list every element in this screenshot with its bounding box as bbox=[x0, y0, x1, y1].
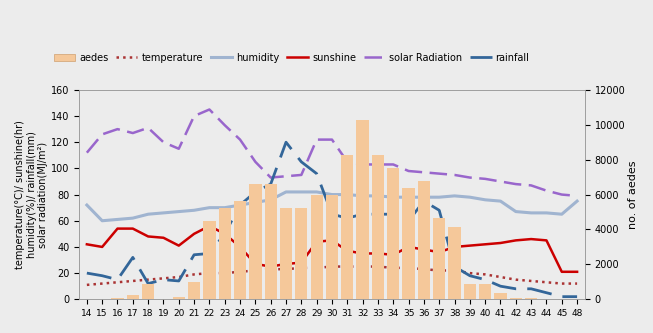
Bar bbox=[311, 194, 323, 299]
Bar bbox=[234, 201, 246, 299]
Bar bbox=[510, 298, 522, 299]
Bar bbox=[387, 168, 400, 299]
Bar bbox=[188, 282, 200, 299]
Bar bbox=[464, 284, 476, 299]
Bar bbox=[418, 181, 430, 299]
Bar bbox=[249, 184, 261, 299]
Bar bbox=[479, 284, 491, 299]
Bar bbox=[433, 218, 445, 299]
Y-axis label: no. of aedes: no. of aedes bbox=[628, 160, 638, 229]
Bar bbox=[357, 120, 369, 299]
Bar bbox=[295, 208, 308, 299]
Bar bbox=[142, 284, 154, 299]
Bar bbox=[127, 295, 139, 299]
Legend: aedes, temperature, humidity, sunshine, solar Radiation, rainfall: aedes, temperature, humidity, sunshine, … bbox=[50, 49, 534, 66]
Bar bbox=[203, 221, 215, 299]
Bar bbox=[449, 227, 460, 299]
Bar bbox=[112, 298, 123, 299]
Bar bbox=[264, 184, 277, 299]
Bar bbox=[280, 208, 292, 299]
Bar bbox=[525, 298, 537, 299]
Y-axis label: temperature(°C)/ sunshine(hr)
humidity(%)/ rainfall(mm)
solar radiation(MJ/m²): temperature(°C)/ sunshine(hr) humidity(%… bbox=[15, 120, 48, 269]
Bar bbox=[341, 155, 353, 299]
Bar bbox=[372, 155, 384, 299]
Bar bbox=[494, 293, 507, 299]
Bar bbox=[326, 194, 338, 299]
Bar bbox=[219, 208, 231, 299]
Bar bbox=[402, 188, 415, 299]
Bar bbox=[172, 297, 185, 299]
